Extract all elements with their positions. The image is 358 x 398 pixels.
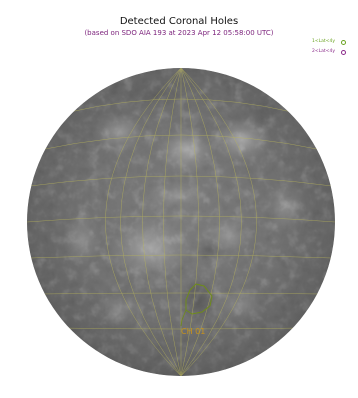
solar-disk xyxy=(27,68,335,376)
legend-item-1: 1<Lat<4y xyxy=(312,37,346,47)
figure-title: Detected Coronal Holes xyxy=(119,16,239,27)
legend-item-1-circle-icon xyxy=(341,39,346,45)
legend-item-1-label: 1<Lat<4y xyxy=(312,39,335,44)
coordinate-grid xyxy=(27,68,335,376)
coronal-hole-contour xyxy=(185,283,213,315)
legend-item-2-label: 2<Lat<4y xyxy=(312,49,335,54)
coronal-hole-label: CH 01 xyxy=(181,327,205,336)
legend-item-2-circle-icon xyxy=(341,49,346,55)
legend: 1<Lat<4y 2<Lat<4y xyxy=(312,37,346,57)
legend-item-2: 2<Lat<4y xyxy=(312,47,346,57)
figure-subtitle: (based on SDO AIA 193 at 2023 Apr 12 05:… xyxy=(84,29,274,37)
coronal-hole-leader-line xyxy=(180,309,187,327)
